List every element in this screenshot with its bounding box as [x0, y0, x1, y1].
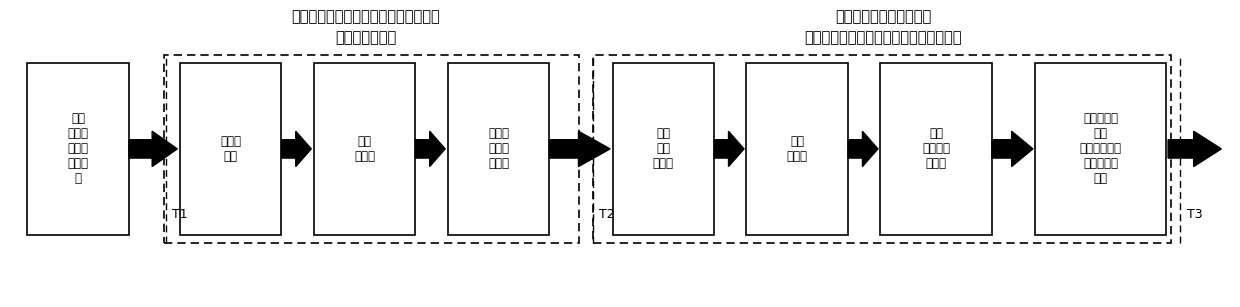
- Polygon shape: [848, 131, 878, 166]
- Text: 模数转换器转换速率或者
跟数字梯度放大器进行数字通信接口单元: 模数转换器转换速率或者 跟数字梯度放大器进行数字通信接口单元: [804, 9, 962, 45]
- Polygon shape: [281, 131, 311, 166]
- Bar: [880, 63, 992, 235]
- Text: T1: T1: [172, 208, 188, 221]
- Polygon shape: [992, 131, 1033, 166]
- Bar: [613, 63, 714, 235]
- Text: 梯度波形发生器的现场可编程逻辑器件
的内部运算单元: 梯度波形发生器的现场可编程逻辑器件 的内部运算单元: [291, 9, 440, 45]
- Polygon shape: [549, 131, 610, 166]
- Bar: [746, 63, 848, 235]
- Polygon shape: [714, 131, 744, 166]
- Text: 第一
梯度波形
滤波器: 第一 梯度波形 滤波器: [923, 127, 950, 170]
- Bar: [180, 63, 281, 235]
- Text: 梯度
波形
重采样: 梯度 波形 重采样: [653, 127, 673, 170]
- Bar: [1035, 63, 1166, 235]
- Text: T3: T3: [1187, 208, 1203, 221]
- Bar: [593, 55, 1171, 243]
- Bar: [448, 63, 549, 235]
- Bar: [314, 63, 415, 235]
- Text: 序列
设计的
梯度波
形寄存
器: 序列 设计的 梯度波 形寄存 器: [68, 112, 88, 185]
- Polygon shape: [415, 131, 445, 166]
- Text: 第一
累加器: 第一 累加器: [787, 135, 807, 163]
- Text: 数模转换器
或者
数字梯度放大
器通信协议
接口: 数模转换器 或者 数字梯度放大 器通信协议 接口: [1080, 112, 1121, 185]
- Polygon shape: [129, 131, 177, 166]
- Bar: [27, 63, 129, 235]
- Text: 第一
累加器: 第一 累加器: [355, 135, 374, 163]
- Text: 第一梯
度波形
滤波器: 第一梯 度波形 滤波器: [489, 127, 508, 170]
- Text: T2: T2: [599, 208, 615, 221]
- Polygon shape: [1168, 131, 1221, 166]
- Bar: [164, 55, 579, 243]
- Text: 寄存器
读取: 寄存器 读取: [221, 135, 241, 163]
